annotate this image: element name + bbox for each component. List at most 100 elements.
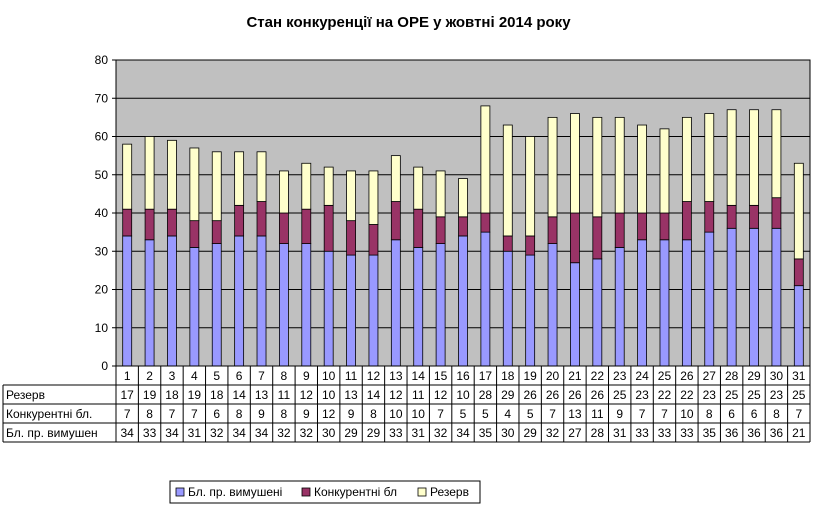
data-label: 25 <box>613 388 627 402</box>
bar-segment <box>122 235 133 367</box>
bar-segment <box>413 208 424 248</box>
data-label: 33 <box>635 426 649 440</box>
data-label: 9 <box>303 407 310 421</box>
x-tick-label: 16 <box>456 369 470 383</box>
data-label: 31 <box>188 426 202 440</box>
data-label: 10 <box>412 407 426 421</box>
data-label: 36 <box>725 426 739 440</box>
bar-segment <box>614 247 625 367</box>
data-label: 6 <box>751 407 758 421</box>
bar-segment <box>390 239 401 367</box>
bar-segment <box>614 212 625 248</box>
bar-segment <box>681 201 692 241</box>
bar-segment <box>144 239 155 367</box>
data-label: 14 <box>232 388 246 402</box>
data-label: 34 <box>456 426 470 440</box>
data-label: 26 <box>546 388 560 402</box>
data-label: 8 <box>236 407 243 421</box>
bar-segment <box>167 208 177 237</box>
data-label: 7 <box>437 407 444 421</box>
bar-segment <box>189 147 200 222</box>
data-label: 17 <box>121 388 135 402</box>
data-label: 32 <box>546 426 560 440</box>
x-tick-label: 23 <box>613 369 627 383</box>
data-label: 33 <box>143 426 157 440</box>
bar-segment <box>704 113 715 202</box>
data-label: 27 <box>568 426 582 440</box>
x-tick-label: 12 <box>367 369 381 383</box>
bar-segment <box>122 208 133 237</box>
bar-segment <box>659 212 670 241</box>
bar-segment <box>704 231 715 367</box>
bar-segment <box>614 116 625 214</box>
data-label: 12 <box>389 388 403 402</box>
bar-segment <box>681 116 692 202</box>
legend-swatch <box>417 487 427 497</box>
data-label: 34 <box>255 426 269 440</box>
data-label: 32 <box>300 426 314 440</box>
x-tick-label: 6 <box>236 369 243 383</box>
bar-segment <box>637 239 647 367</box>
data-label: 8 <box>773 407 780 421</box>
data-label: 29 <box>367 426 381 440</box>
data-label: 5 <box>527 407 534 421</box>
bar-segment <box>368 224 379 256</box>
data-label: 32 <box>277 426 291 440</box>
bar-segment <box>592 258 603 367</box>
bar-segment <box>592 216 603 260</box>
data-label: 22 <box>658 388 672 402</box>
bar-segment <box>211 243 222 367</box>
data-label: 32 <box>434 426 448 440</box>
data-label: 30 <box>501 426 515 440</box>
chart-title: Стан конкуренції на ОРЕ у жовтні 2014 ро… <box>246 14 571 31</box>
bar-segment <box>547 243 558 367</box>
bar-segment <box>346 254 356 367</box>
bar-segment <box>637 212 647 241</box>
data-label: 34 <box>165 426 179 440</box>
bar-segment <box>301 243 312 367</box>
y-tick-label: 40 <box>95 206 109 220</box>
data-label: 6 <box>728 407 735 421</box>
x-tick-label: 14 <box>412 369 426 383</box>
data-label: 23 <box>635 388 649 402</box>
data-label: 9 <box>616 407 623 421</box>
data-label: 36 <box>747 426 761 440</box>
data-label: 13 <box>568 407 582 421</box>
data-label: 11 <box>591 407 604 421</box>
x-tick-label: 17 <box>479 369 493 383</box>
bar-segment <box>793 285 804 367</box>
data-label: 10 <box>680 407 694 421</box>
bar-segment <box>525 136 536 237</box>
bar-segment <box>144 136 155 210</box>
bar-segment <box>435 170 446 218</box>
bar-segment <box>681 239 692 367</box>
x-tick-label: 19 <box>523 369 537 383</box>
bar-segment <box>480 105 491 214</box>
data-label: 34 <box>121 426 135 440</box>
bar-segment <box>301 208 312 245</box>
data-label: 23 <box>703 388 717 402</box>
bar-segment <box>346 220 356 256</box>
data-label: 32 <box>210 426 224 440</box>
bar-segment <box>435 243 446 367</box>
data-label: 12 <box>300 388 314 402</box>
data-label: 7 <box>639 407 646 421</box>
x-tick-label: 28 <box>725 369 739 383</box>
data-label: 11 <box>278 388 291 402</box>
bar-segment <box>368 170 379 225</box>
bar-segment <box>749 204 759 229</box>
bar-segment <box>413 166 424 210</box>
bar-segment <box>525 254 536 367</box>
bar-segment <box>279 170 289 214</box>
bar-segment <box>167 139 177 210</box>
bar-segment <box>122 143 133 210</box>
data-label: 29 <box>344 426 358 440</box>
legend-swatch <box>175 487 185 497</box>
data-label: 7 <box>169 407 176 421</box>
bar-segment <box>234 151 245 206</box>
bar-segment <box>189 220 200 248</box>
x-tick-label: 30 <box>770 369 784 383</box>
y-tick-label: 60 <box>95 130 109 144</box>
data-label: 28 <box>591 426 605 440</box>
